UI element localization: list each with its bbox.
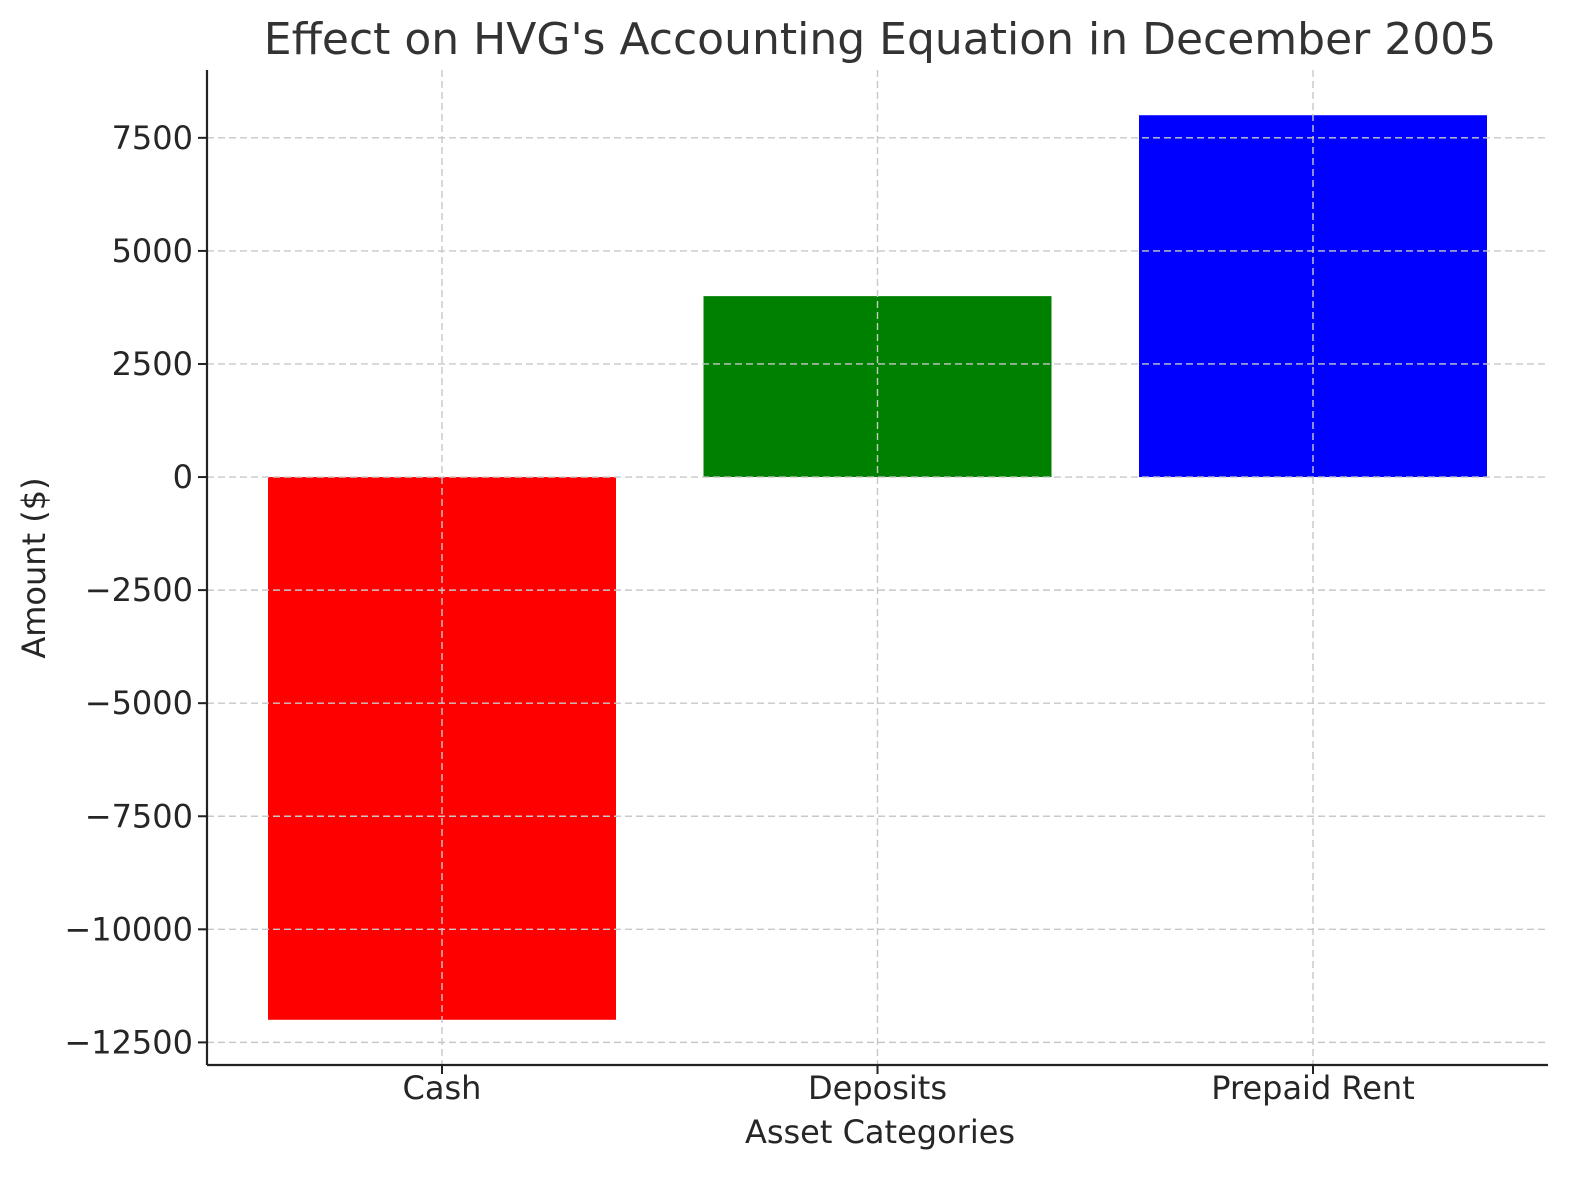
y-tick-label: 7500 bbox=[112, 119, 193, 157]
x-ticks: Cash Deposits Prepaid Rent bbox=[403, 1065, 1415, 1107]
chart-title: Effect on HVG's Accounting Equation in D… bbox=[264, 14, 1496, 65]
x-tick-label: Cash bbox=[403, 1069, 482, 1107]
y-tick-label: 0 bbox=[173, 458, 193, 496]
grid bbox=[207, 70, 1548, 1065]
y-tick-label: −5000 bbox=[85, 684, 193, 722]
y-tick-label: −7500 bbox=[85, 797, 193, 835]
y-tick-label: 2500 bbox=[112, 345, 193, 383]
x-tick-label: Prepaid Rent bbox=[1211, 1069, 1414, 1107]
y-tick-label: 5000 bbox=[112, 232, 193, 270]
x-axis-label: Asset Categories bbox=[745, 1113, 1015, 1151]
x-tick-label: Deposits bbox=[808, 1069, 947, 1107]
y-tick-label: −2500 bbox=[85, 571, 193, 609]
y-tick-label: −10000 bbox=[64, 910, 193, 948]
y-tick-label: −12500 bbox=[64, 1023, 193, 1061]
y-axis-label: Amount ($) bbox=[15, 477, 53, 658]
y-ticks: −12500 −10000 −7500 −5000 −2500 0 2500 5000 7500 bbox=[64, 119, 207, 1061]
